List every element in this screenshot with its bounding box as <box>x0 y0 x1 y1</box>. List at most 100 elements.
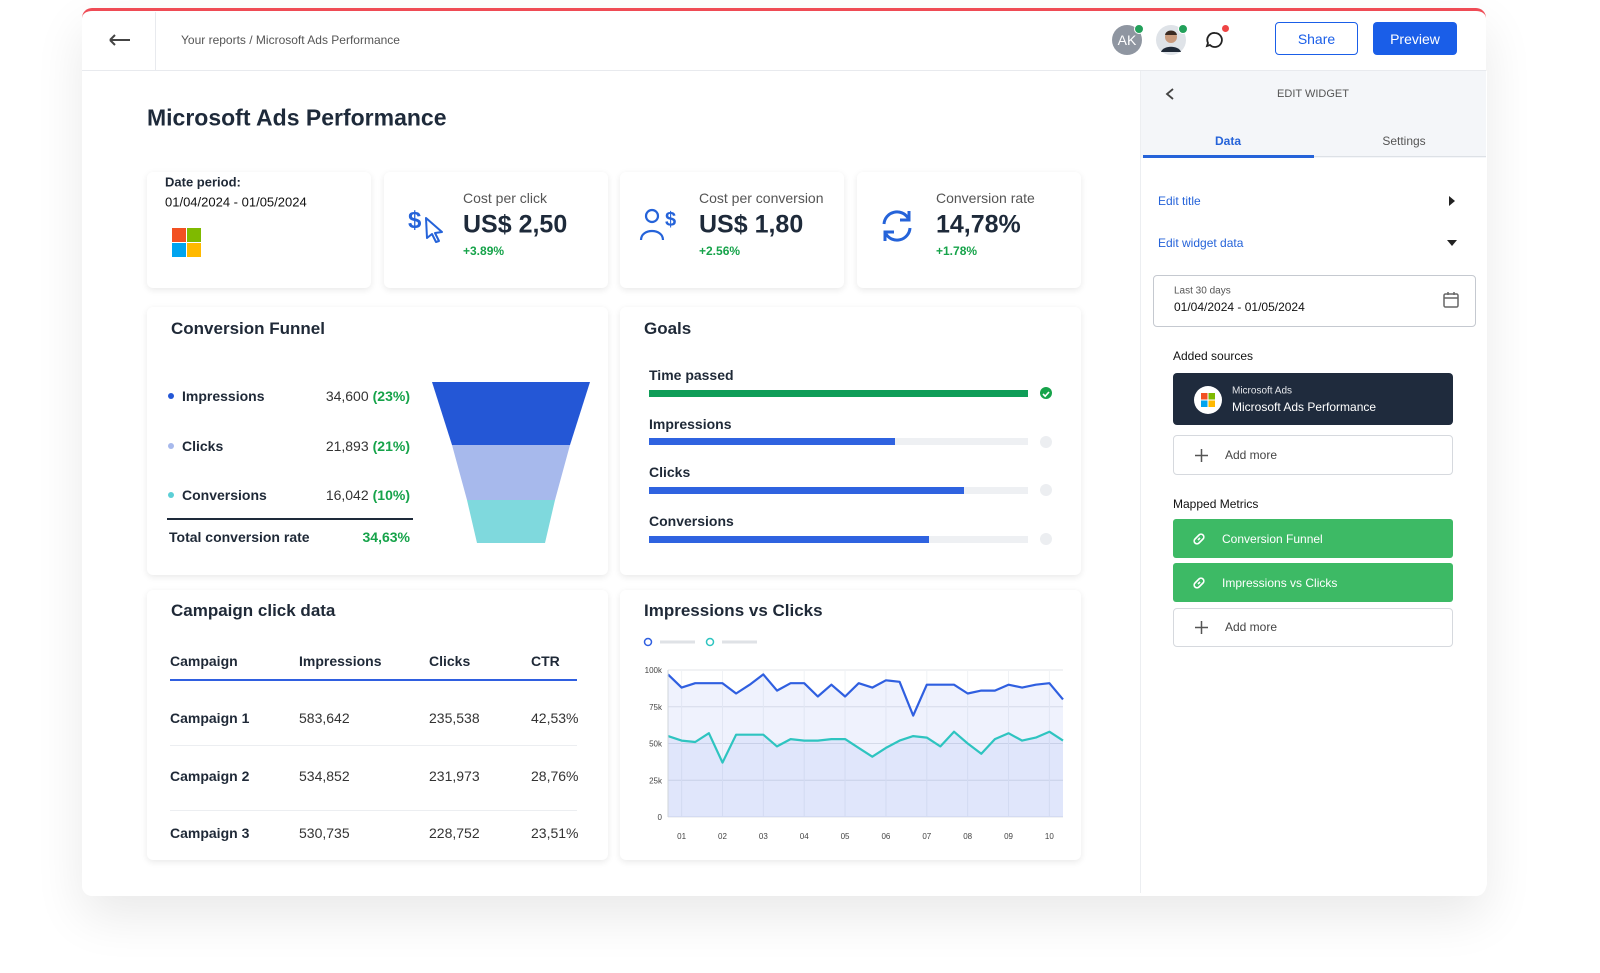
svg-text:$: $ <box>665 209 676 231</box>
rate-icon <box>882 210 912 242</box>
kpi-card <box>857 172 1081 288</box>
expand-arrow[interactable] <box>1447 195 1457 207</box>
kpi-change: +3.89% <box>463 244 505 258</box>
chart-card <box>620 590 1081 860</box>
kpi-label: Cost per conversion <box>699 190 824 206</box>
check-icon <box>1042 391 1050 398</box>
tab[interactable]: Settings <box>1382 134 1426 148</box>
date-preset: Last 30 days <box>1174 285 1231 297</box>
report-title: Microsoft Ads Performance <box>147 104 447 131</box>
card-title: Campaign click data <box>171 601 336 620</box>
breadcrumb[interactable]: Your reports / Microsoft Ads Performance <box>181 33 400 47</box>
goal-bar <box>649 535 930 543</box>
column-header: Impressions <box>299 653 382 669</box>
metric-chip[interactable] <box>1173 563 1453 602</box>
table-cell: 28,76% <box>531 767 579 784</box>
panel-heading: EDIT WIDGET <box>1277 88 1349 100</box>
plus-icon <box>1195 449 1208 462</box>
y-tick-label: 50k <box>649 740 663 749</box>
avatar-initials: AK <box>1117 32 1137 48</box>
goal-bar <box>649 389 1028 397</box>
kpi-value: US$ 1,80 <box>699 210 804 239</box>
collapse-arrow[interactable] <box>1446 238 1458 248</box>
table-cell: 231,973 <box>429 767 480 784</box>
kpi-value: 14,78% <box>936 210 1021 239</box>
column-header: Clicks <box>429 653 471 669</box>
goal-status <box>1040 435 1052 448</box>
metric-chip[interactable] <box>1173 519 1453 558</box>
table-cell: 530,735 <box>299 825 350 841</box>
add-metric-label: Add more <box>1225 620 1278 634</box>
funnel-value: 21,893 <box>325 437 369 454</box>
y-tick-label: 75k <box>649 703 663 712</box>
status-dot <box>1134 24 1144 34</box>
total-label: Total conversion rate <box>169 529 310 545</box>
link-icon <box>1193 533 1205 545</box>
chart-title: Impressions vs Clicks <box>644 601 823 620</box>
table-cell: 583,642 <box>299 710 350 726</box>
preview-button[interactable]: Preview <box>1373 22 1457 55</box>
add-source[interactable] <box>1173 435 1453 475</box>
row-label: Campaign 1 <box>170 710 250 726</box>
table-cell: 235,538 <box>429 710 480 726</box>
metric-label: Conversion Funnel <box>1222 532 1323 546</box>
goal-bar <box>649 438 896 446</box>
date-picker[interactable] <box>1153 275 1476 327</box>
date-range: 01/04/2024 - 01/05/2024 <box>165 194 307 210</box>
funnel-label: Impressions <box>182 388 265 404</box>
tab-indicator <box>1143 155 1314 158</box>
line <box>667 730 1064 764</box>
y-tick-label: 25k <box>649 776 663 785</box>
x-tick-label: 10 <box>1045 832 1054 841</box>
card-title: Conversion Funnel <box>171 319 325 338</box>
header-divider <box>82 70 1486 71</box>
tab[interactable]: Data <box>1214 134 1242 148</box>
total-value: 34,63% <box>362 529 410 545</box>
kpi-value: US$ 2,50 <box>463 210 568 239</box>
conversion-icon: $ <box>639 208 676 241</box>
edit-panel <box>1140 71 1487 893</box>
date-range: 01/04/2024 - 01/05/2024 <box>1174 300 1305 314</box>
x-tick-label: 03 <box>759 832 768 841</box>
y-tick-label: 100k <box>645 666 663 675</box>
comments-icon[interactable] <box>1200 25 1230 55</box>
x-tick-label: 05 <box>841 832 850 841</box>
row-divider <box>170 810 577 811</box>
header-separator <box>155 12 156 70</box>
x-tick-label: 06 <box>881 832 890 841</box>
share-label: Share <box>1297 30 1336 47</box>
line <box>667 673 1064 717</box>
source-provider: Microsoft Ads <box>1232 385 1293 397</box>
table-card <box>147 590 608 860</box>
row-divider <box>170 745 577 746</box>
funnel-share: (23%) <box>372 388 410 404</box>
x-tick-label: 01 <box>677 832 686 841</box>
area <box>668 731 1063 817</box>
tab-rule <box>1143 156 1486 157</box>
table-cell: 228,752 <box>429 825 480 841</box>
metric-label: Impressions vs Clicks <box>1222 576 1338 590</box>
funnel-label: Conversions <box>182 487 267 503</box>
add-metric[interactable] <box>1173 608 1453 647</box>
goal-status <box>1040 484 1052 497</box>
legend-dot <box>168 393 174 399</box>
row-label: Campaign 3 <box>170 825 250 841</box>
plus-icon <box>1195 621 1208 634</box>
row-label: Campaign 2 <box>170 767 250 784</box>
kpi-card <box>620 172 844 288</box>
goal-bar <box>649 486 964 494</box>
edit-data-link[interactable]: Edit widget data <box>1158 236 1244 250</box>
edit-title-link[interactable]: Edit title <box>1158 194 1201 208</box>
goal-label: Conversions <box>649 513 734 530</box>
share-button[interactable]: Share <box>1275 22 1358 55</box>
panel-back[interactable] <box>1164 87 1176 101</box>
column-header: Campaign <box>170 653 238 669</box>
click-icon: $ <box>408 207 443 243</box>
legend-marker <box>705 637 715 647</box>
legend-dot <box>168 442 174 449</box>
table-cell: 42,53% <box>531 710 579 726</box>
calendar-icon[interactable] <box>1442 291 1460 309</box>
funnel-divider <box>167 518 413 520</box>
back-button[interactable] <box>108 32 132 48</box>
